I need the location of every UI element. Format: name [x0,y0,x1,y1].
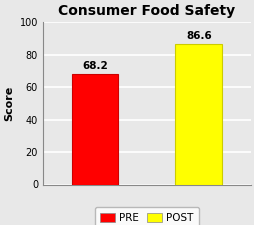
Bar [175,44,221,184]
Legend: PRE, POST: PRE, POST [95,207,198,225]
Title: Consumer Food Safety: Consumer Food Safety [58,4,234,18]
Text: 86.6: 86.6 [185,32,211,41]
Y-axis label: Score: Score [4,86,14,121]
Bar [71,74,118,184]
Text: 68.2: 68.2 [82,61,107,71]
